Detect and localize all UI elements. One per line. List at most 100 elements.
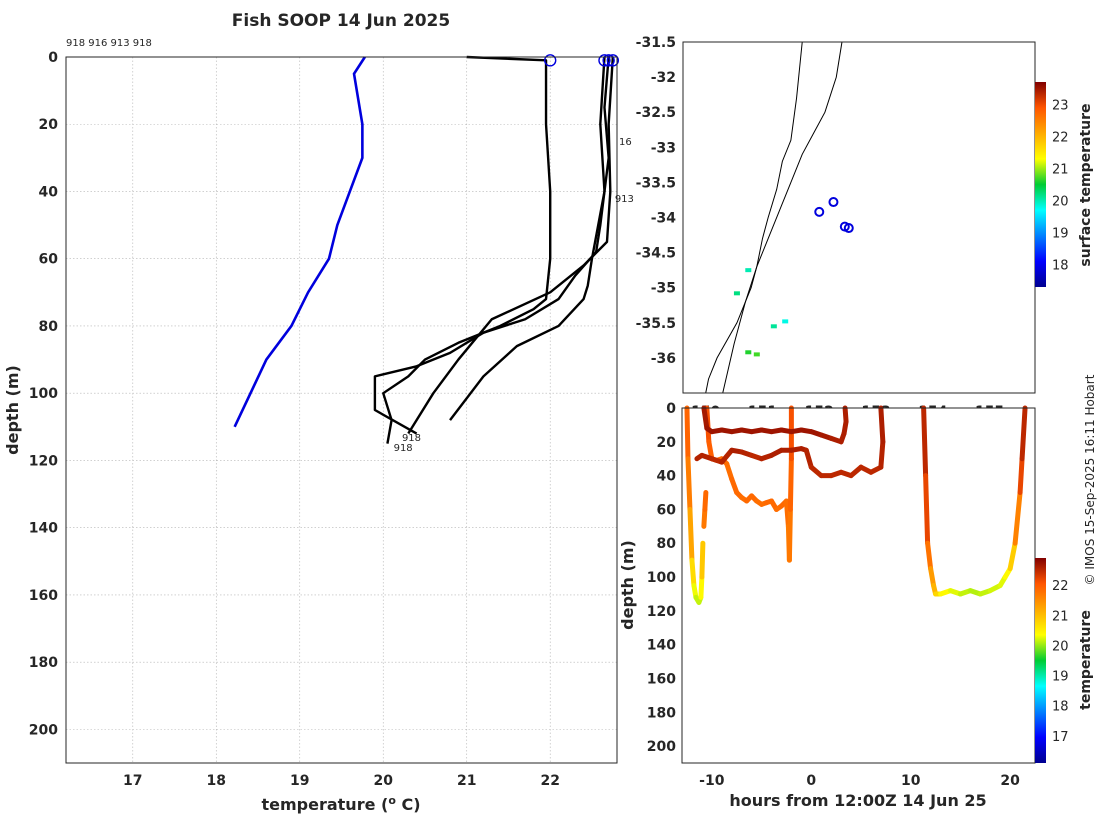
profile-y-tick-label: 100 (29, 386, 58, 402)
profile-y-tick-label: 200 (29, 722, 58, 738)
map-y-tick-label: -36 (651, 351, 676, 367)
section-colorbar-tick-label: 22 (1052, 579, 1069, 594)
section-trace-segment (1019, 405, 1028, 462)
map-colorbar-label: surface temperature (1078, 103, 1094, 266)
section-y-tick-label: 100 (647, 570, 676, 586)
section-trace-segment (689, 557, 697, 588)
map-surface-point (733, 291, 740, 296)
section-trace-segment (928, 566, 937, 588)
map-y-tick-label: -32 (651, 70, 676, 86)
section-trace-segment (702, 490, 709, 512)
profile-cast-line (382, 55, 552, 444)
profile-axes-box (65, 56, 618, 764)
profile-y-tick-label: 140 (29, 521, 58, 537)
map-colorbar-tick-label: 22 (1052, 130, 1069, 145)
section-trace-segment (706, 439, 715, 462)
profile-x-tick-label: 21 (457, 773, 476, 789)
profile-y-tick-label: 40 (39, 184, 59, 200)
section-trace-segment (803, 447, 814, 470)
section-y-tick-label: 120 (647, 604, 676, 620)
map-colorbar-tick-label: 18 (1052, 259, 1069, 274)
map-colorbar-tick-label: 19 (1052, 227, 1069, 242)
profile-x-axis-label: temperature (o C) (261, 794, 420, 814)
profile-surface-marker (544, 54, 557, 67)
map-y-tick-label: -34.5 (636, 246, 676, 262)
section-colorbar-tick-label: 19 (1052, 670, 1069, 685)
section-plot (681, 405, 1036, 764)
section-trace-segment (701, 506, 708, 529)
section-colorbar-tick-label: 20 (1052, 639, 1069, 654)
section-trace-segment (1017, 456, 1025, 496)
section-trace-segment (687, 506, 695, 563)
section-y-tick-label: 80 (657, 536, 677, 552)
section-y-axis-label: depth (m) (618, 540, 637, 630)
map-surface-point (770, 324, 777, 329)
profile-point-label: 918 (402, 433, 421, 444)
map-colorbar-ticks: 18 19 20 21 22 23 (1052, 98, 1069, 273)
profile-cast-line (373, 56, 610, 435)
section-x-tick-label: -10 (699, 773, 725, 789)
map-chart: -31.5 -32 -32.5 -33 -33.5 -34 -34.5 -35 -35.5 -36… (636, 35, 1094, 420)
profile-point-label: 16 (619, 137, 632, 148)
section-trace-segment (701, 405, 710, 431)
section-x-tick-label: 20 (1000, 773, 1020, 789)
section-y-tick-label: 60 (657, 502, 677, 518)
map-y-tick-label: -35 (651, 281, 676, 297)
profile-y-tick-label: 60 (39, 252, 59, 268)
map-surface-point (745, 350, 752, 355)
section-colorbar-label: temperature (1078, 610, 1094, 710)
profile-point-label: 913 (615, 194, 634, 205)
profile-y-tick-label: 0 (48, 50, 58, 66)
map-surface-point (753, 352, 760, 357)
profile-y-tick-label: 80 (39, 319, 59, 335)
map-colorbar-tick-label: 20 (1052, 195, 1069, 210)
section-trace-segment (699, 540, 706, 580)
profile-ticks: 17 18 19 20 21 22 0 20 40 60 80 100 120 140 160 180 200 (29, 50, 560, 789)
profile-x-tick-label: 18 (207, 773, 226, 789)
section-y-tick-label: 20 (657, 435, 677, 451)
map-y-tick-label: -34 (651, 211, 677, 227)
section-y-tick-label: 180 (647, 705, 676, 721)
section-trace-segment (685, 456, 693, 512)
map-colorbar (1035, 82, 1046, 287)
profile-y-axis-label: depth (m) (3, 365, 22, 455)
map-axes-box (682, 41, 1036, 394)
section-trace-segment (878, 439, 886, 470)
map-coastline (705, 41, 803, 394)
map-station-marker (843, 223, 854, 234)
section-trace-segment (921, 405, 929, 479)
map-colorbar-tick-label: 21 (1052, 162, 1069, 177)
map-y-tick-label: -35.5 (636, 316, 676, 332)
section-y-tick-label: 0 (666, 401, 676, 417)
section-x-axis-label: hours from 12:00Z 14 Jun 25 (729, 791, 986, 810)
map-plot (705, 41, 854, 394)
profile-y-tick-label: 160 (29, 588, 58, 604)
section-ticks: 0 20 40 60 80 100 120 140 160 180 200 -10 0 10 20 (647, 401, 1020, 789)
section-trace-segment (787, 456, 794, 512)
section-chart: 0 20 40 60 80 100 120 140 160 180 200 -10 0 10 20 hour… (618, 401, 1094, 810)
profile-x-tick-label: 19 (290, 773, 309, 789)
map-surface-point (745, 268, 752, 273)
map-station-marker (814, 206, 825, 217)
watermark: © IMOS 15-Sep-2025 16:11 Hobart (1083, 374, 1097, 585)
map-y-tick-label: -32.5 (636, 105, 676, 121)
map-y-tick-label: -33.5 (636, 175, 676, 191)
profile-surface-marker (606, 54, 620, 67)
profile-surface-marker (598, 54, 611, 67)
section-colorbar-tick-label: 18 (1052, 700, 1069, 715)
profile-top-label: 918 916 913 918 (66, 38, 152, 49)
map-surface-point (782, 319, 789, 324)
map-station-marker (828, 197, 839, 208)
profile-surface-marker (602, 54, 615, 67)
section-trace-segment (1007, 540, 1018, 572)
section-trace-segment (684, 405, 691, 462)
profile-chart: Fish SOOP 14 Jun 2025 918 916 913 918 16… (3, 11, 634, 814)
profile-y-tick-label: 20 (39, 117, 59, 133)
profile-title: Fish SOOP 14 Jun 2025 (232, 11, 450, 31)
section-y-tick-label: 140 (647, 638, 676, 654)
map-y-tick-label: -33 (651, 140, 676, 156)
section-x-tick-label: 10 (901, 773, 921, 789)
profile-reference-line (233, 56, 366, 428)
